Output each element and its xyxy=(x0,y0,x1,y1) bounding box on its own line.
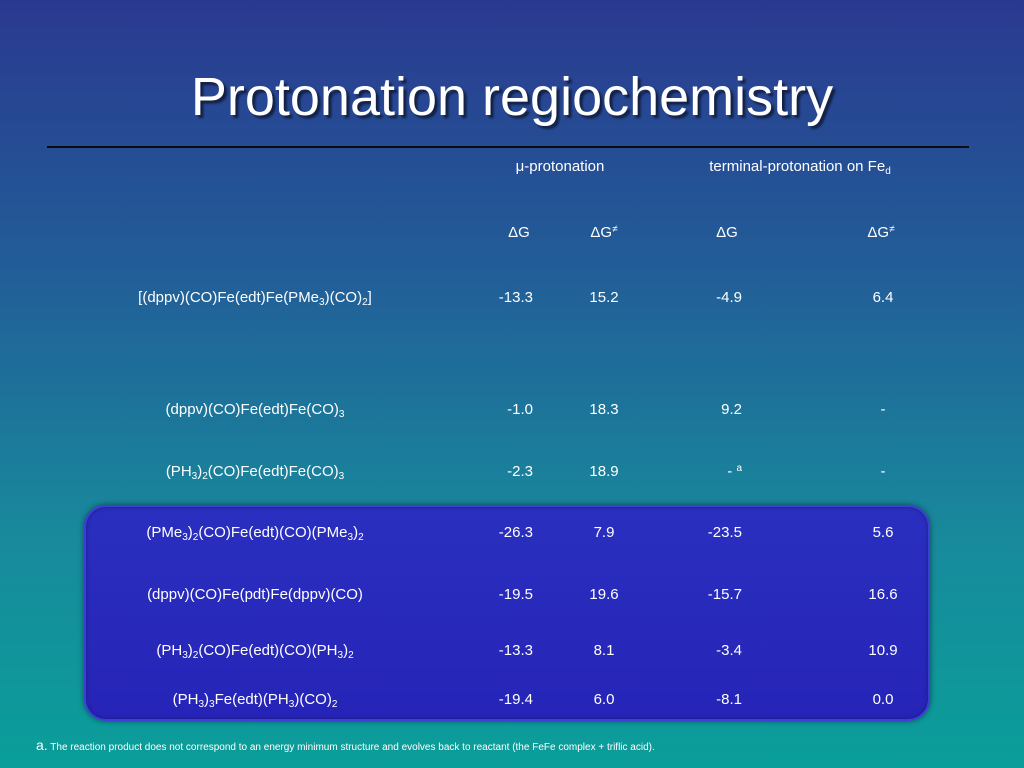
cell-term-dG: -8.1 xyxy=(716,691,742,708)
header-term-dg-ts: ΔG≠ xyxy=(867,224,895,241)
compound-label: (PMe3)2(CO)Fe(edt)(CO)(PMe3)2 xyxy=(146,524,364,543)
header-mu-dg: ΔG xyxy=(508,224,530,241)
cell-mu-dGts: 15.2 xyxy=(589,289,619,306)
highlight-box xyxy=(84,505,930,721)
footnote-text: The reaction product does not correspond… xyxy=(47,742,655,753)
cell-term-dG: -4.9 xyxy=(716,289,742,306)
cell-term-dGts: 0.0 xyxy=(872,691,894,708)
cell-mu-dG: -19.5 xyxy=(498,586,533,603)
cell-term-dGts: 16.6 xyxy=(868,586,898,603)
compound-label: (dppv)(CO)Fe(edt)Fe(CO)3 xyxy=(165,401,345,420)
cell-mu-dG: -19.4 xyxy=(498,691,533,708)
cell-term-dG: -23.5 xyxy=(707,524,742,541)
cell-term-dG: -15.7 xyxy=(707,586,742,603)
cell-term-dGts: - xyxy=(880,401,886,418)
cell-mu-dGts: 6.0 xyxy=(593,691,615,708)
cell-term-dG: - a xyxy=(727,463,742,480)
cell-mu-dG: -13.3 xyxy=(498,289,533,306)
cell-mu-dG: -2.3 xyxy=(507,463,533,480)
cell-mu-dGts: 18.9 xyxy=(589,463,619,480)
cell-mu-dG: -1.0 xyxy=(507,401,533,418)
cell-mu-dGts: 19.6 xyxy=(589,586,619,603)
cell-mu-dG: -13.3 xyxy=(498,642,533,659)
compound-label: (PH3)2(CO)Fe(edt)Fe(CO)3 xyxy=(165,463,345,482)
footnote: a. The reaction product does not corresp… xyxy=(36,738,655,755)
slide-title: Protonation regiochemistry xyxy=(190,67,834,127)
cell-mu-dGts: 8.1 xyxy=(593,642,615,659)
compound-label: (PH3)3Fe(edt)(PH3)(CO)2 xyxy=(172,691,338,710)
compound-label: [(dppv)(CO)Fe(edt)Fe(PMe3)(CO)2] xyxy=(138,289,372,308)
cell-term-dG: -3.4 xyxy=(716,642,742,659)
cell-term-dGts: 10.9 xyxy=(868,642,898,659)
footnote-ref: a xyxy=(736,463,742,474)
header-term-dg: ΔG xyxy=(716,224,738,241)
compound-label: (dppv)(CO)Fe(pdt)Fe(dppv)(CO) xyxy=(147,586,363,603)
cell-mu-dGts: 18.3 xyxy=(589,401,619,418)
compound-label: (PH3)2(CO)Fe(edt)(CO)(PH3)2 xyxy=(156,642,354,661)
title-underline xyxy=(47,146,969,148)
cell-term-dGts: 5.6 xyxy=(872,524,894,541)
cell-term-dGts: 6.4 xyxy=(872,289,894,306)
footnote-marker: a. xyxy=(36,737,48,753)
header-mu-protonation: μ-protonation xyxy=(515,158,605,175)
header-mu-dg-ts: ΔG≠ xyxy=(590,224,618,241)
header-terminal-protonation: terminal-protonation on Fed xyxy=(709,158,891,177)
cell-mu-dGts: 7.9 xyxy=(593,524,615,541)
cell-term-dG: 9.2 xyxy=(721,401,742,418)
cell-term-dGts: - xyxy=(880,463,886,480)
cell-mu-dG: -26.3 xyxy=(498,524,533,541)
